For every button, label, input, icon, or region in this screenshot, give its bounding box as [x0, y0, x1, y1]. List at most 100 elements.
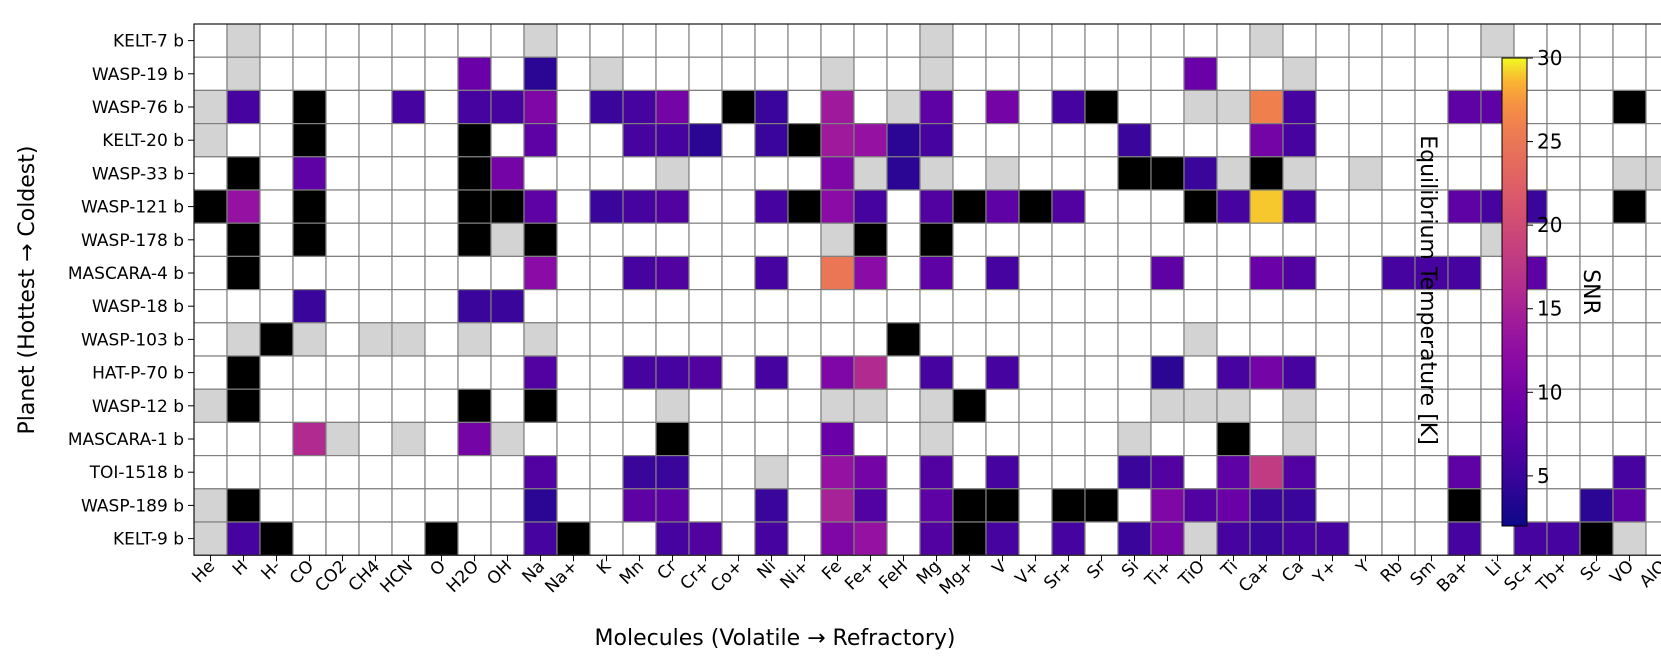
x-tick-label: TiO: [1174, 557, 1209, 592]
cell-HAT-P-70-b-Ba+: [1447, 355, 1482, 390]
cell-KELT-7-b-Sc: [1579, 23, 1614, 58]
cell-WASP-19-b-Ba+: [1447, 56, 1482, 92]
cell-WASP-33-b-Fe: [820, 156, 855, 191]
cell-WASP-12-b-Ba+: [1447, 388, 1482, 424]
x-tick-label: O: [426, 557, 450, 581]
cell-WASP-189-b-CH4: [358, 488, 393, 523]
cell-WASP-12-b-Ni: [754, 388, 789, 424]
cell-WASP-18-b-Ni: [754, 289, 789, 324]
cell-TOI-1518-b-Rb: [1381, 455, 1416, 490]
cell-HAT-P-70-b-Mn: [622, 355, 657, 390]
cell-WASP-76-b-Sc: [1579, 89, 1614, 125]
cell-WASP-189-b-AlO: [1645, 488, 1661, 523]
cell-WASP-178-b-Ba+: [1447, 222, 1482, 257]
cell-KELT-9-b-Rb: [1381, 521, 1416, 556]
cell-WASP-19-b-Ni: [754, 56, 789, 92]
cell-WASP-178-b-Ni: [754, 222, 789, 257]
cell-WASP-103-b-Sm: [1414, 322, 1449, 357]
cell-WASP-189-b-Sc: [1579, 488, 1614, 523]
cell-MASCARA-1-b-Ni: [754, 421, 789, 457]
cell-KELT-7-b-Cr: [655, 23, 690, 58]
cell-WASP-76-b-Y+: [1315, 89, 1350, 125]
cell-KELT-20-b-Rb: [1381, 122, 1416, 158]
cell-MASCARA-1-b-V+: [1018, 421, 1053, 457]
cell-WASP-19-b-Y: [1348, 56, 1383, 92]
y-tick-label: WASP-121 b: [81, 198, 184, 218]
cell-WASP-19-b-Mg: [919, 56, 954, 92]
cell-WASP-19-b-Si: [1117, 56, 1152, 92]
cell-WASP-178-b-Ni+: [787, 222, 822, 257]
cell-MASCARA-1-b-AlO: [1645, 421, 1661, 457]
cell-KELT-20-b-Co+: [721, 122, 756, 158]
x-tick-label: Mg+: [936, 557, 978, 599]
cell-WASP-121-b-AlO: [1645, 189, 1661, 224]
cell-WASP-19-b-Ti: [1216, 56, 1251, 92]
cell-WASP-18-b-Cr: [655, 289, 690, 324]
cell-WASP-189-b-HCN: [391, 488, 426, 523]
cell-MASCARA-4-b-V: [985, 255, 1020, 291]
cell-WASP-33-b-HCN: [391, 156, 426, 191]
cell-HAT-P-70-b-Y: [1348, 355, 1383, 390]
cell-WASP-121-b-OH: [490, 189, 525, 224]
y-tick-label: WASP-76 b: [92, 98, 184, 118]
cell-HAT-P-70-b-Cr: [655, 355, 690, 390]
cell-WASP-12-b-Ca+: [1249, 388, 1284, 424]
cell-TOI-1518-b-FeH: [886, 455, 921, 490]
cell-HAT-P-70-b-Sr+: [1051, 355, 1086, 390]
cell-WASP-12-b-Ti: [1216, 388, 1251, 424]
cell-WASP-121-b-TiO: [1183, 189, 1218, 224]
cell-WASP-19-b-OH: [490, 56, 525, 92]
cell-MASCARA-1-b-K: [589, 421, 624, 457]
cell-MASCARA-1-b-Na+: [556, 421, 591, 457]
cell-WASP-18-b-K: [589, 289, 624, 324]
cell-WASP-103-b-HCN: [391, 322, 426, 357]
cell-KELT-9-b-HCN: [391, 521, 426, 556]
cell-WASP-189-b-Y+: [1315, 488, 1350, 523]
cell-WASP-103-b-Cr: [655, 322, 690, 357]
cell-WASP-121-b-Rb: [1381, 189, 1416, 224]
cell-MASCARA-1-b-CO2: [325, 421, 360, 457]
cell-MASCARA-1-b-Ni+: [787, 421, 822, 457]
cell-WASP-18-b-Ba+: [1447, 289, 1482, 324]
heatmap-cells: [193, 23, 1661, 556]
cell-HAT-P-70-b-Fe: [820, 355, 855, 390]
y-tick-label: TOI-1518 b: [89, 463, 184, 483]
cell-MASCARA-4-b-O: [424, 255, 459, 291]
cell-KELT-9-b-Fe+: [853, 521, 888, 556]
cell-WASP-189-b-O: [424, 488, 459, 523]
cell-WASP-189-b-Mg: [919, 488, 954, 523]
cell-WASP-76-b-Tb+: [1546, 89, 1581, 125]
cell-WASP-178-b-Fe: [820, 222, 855, 257]
cell-MASCARA-4-b-Fe+: [853, 255, 888, 291]
cell-TOI-1518-b-VO: [1612, 455, 1647, 490]
cell-WASP-121-b-Mn: [622, 189, 657, 224]
cell-WASP-103-b-CH4: [358, 322, 393, 357]
cell-TOI-1518-b-OH: [490, 455, 525, 490]
cell-WASP-33-b-Na: [523, 156, 558, 191]
cell-MASCARA-4-b-Ca+: [1249, 255, 1284, 291]
cell-KELT-20-b-VO: [1612, 122, 1647, 158]
cell-WASP-189-b-K: [589, 488, 624, 523]
cell-WASP-12-b-Rb: [1381, 388, 1416, 424]
cell-WASP-12-b-Y: [1348, 388, 1383, 424]
cell-TOI-1518-b-Na: [523, 455, 558, 490]
cell-WASP-19-b-Mn: [622, 56, 657, 92]
cell-WASP-121-b-Ba+: [1447, 189, 1482, 224]
cell-WASP-76-b-Ni: [754, 89, 789, 125]
cell-WASP-178-b-Cr: [655, 222, 690, 257]
cell-WASP-76-b-Co+: [721, 89, 756, 125]
cell-KELT-20-b-O: [424, 122, 459, 158]
cell-WASP-18-b-Na: [523, 289, 558, 324]
cell-WASP-76-b-Cr+: [688, 89, 723, 125]
cell-HAT-P-70-b-VO: [1612, 355, 1647, 390]
cell-KELT-20-b-Mg: [919, 122, 954, 158]
cell-WASP-121-b-Ti+: [1150, 189, 1185, 224]
cell-WASP-18-b-Ca+: [1249, 289, 1284, 324]
cell-KELT-7-b-CO2: [325, 23, 360, 58]
cell-WASP-189-b-V+: [1018, 488, 1053, 523]
y-tick-label: HAT-P-70 b: [92, 364, 184, 384]
cell-WASP-19-b-Cr+: [688, 56, 723, 92]
cell-WASP-189-b-CO2: [325, 488, 360, 523]
cell-KELT-20-b-CO: [292, 122, 327, 158]
cell-WASP-178-b-CO2: [325, 222, 360, 257]
